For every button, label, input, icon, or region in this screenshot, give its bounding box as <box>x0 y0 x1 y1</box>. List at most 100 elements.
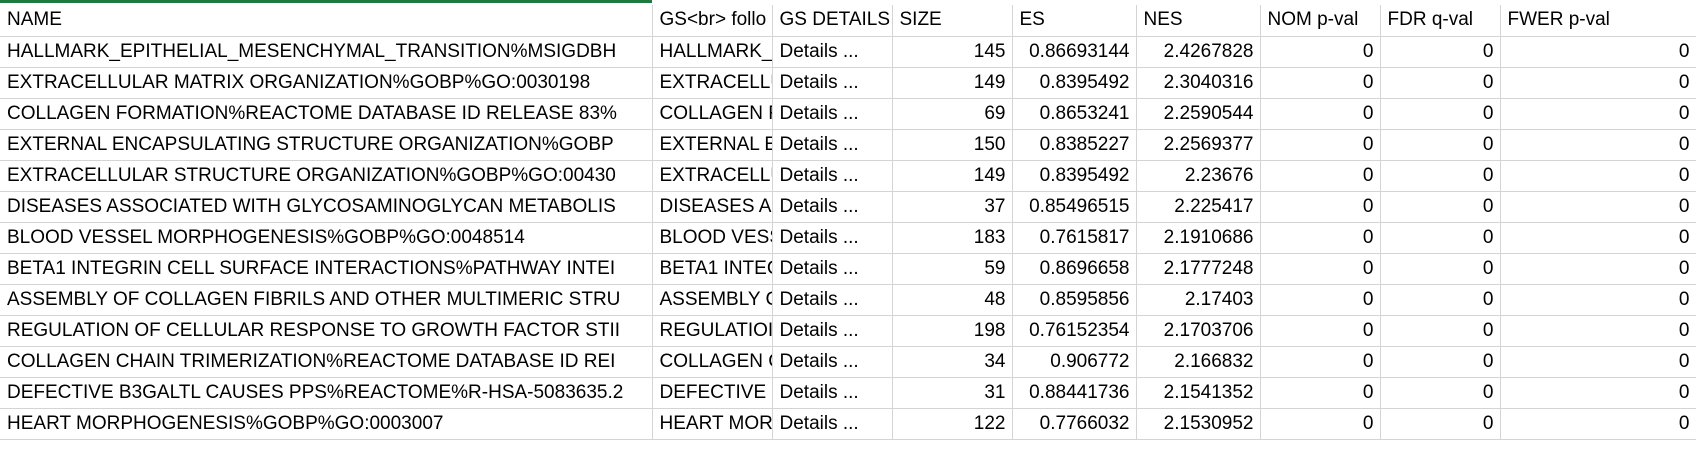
cell-gs-details[interactable]: Details ... <box>772 67 893 99</box>
cell-gs-follow[interactable]: EXTRACELLU <box>652 67 773 99</box>
cell-size[interactable]: 69 <box>892 98 1013 130</box>
cell-size[interactable]: 183 <box>892 222 1013 254</box>
cell-fdr-qval[interactable]: 0 <box>1380 129 1501 161</box>
cell-name[interactable]: ASSEMBLY OF COLLAGEN FIBRILS AND OTHER M… <box>0 284 653 316</box>
cell-nes[interactable]: 2.225417 <box>1136 191 1261 223</box>
cell-fwer-pval[interactable]: 0 <box>1500 98 1696 130</box>
cell-fwer-pval[interactable]: 0 <box>1500 129 1696 161</box>
cell-es[interactable]: 0.906772 <box>1012 346 1137 378</box>
cell-nom-pval[interactable]: 0 <box>1260 98 1381 130</box>
cell-size[interactable]: 198 <box>892 315 1013 347</box>
header-fwer-pval[interactable]: FWER p-val <box>1500 5 1696 37</box>
cell-name[interactable]: DEFECTIVE B3GALTL CAUSES PPS%REACTOME%R-… <box>0 377 653 409</box>
cell-gs-follow[interactable]: EXTRACELLU <box>652 160 773 192</box>
cell-nes[interactable]: 2.1703706 <box>1136 315 1261 347</box>
cell-name[interactable]: COLLAGEN FORMATION%REACTOME DATABASE ID … <box>0 98 653 130</box>
cell-nes[interactable]: 2.3040316 <box>1136 67 1261 99</box>
cell-gs-details[interactable]: Details ... <box>772 222 893 254</box>
cell-fwer-pval[interactable]: 0 <box>1500 377 1696 409</box>
cell-nes[interactable]: 2.23676 <box>1136 160 1261 192</box>
cell-fdr-qval[interactable]: 0 <box>1380 191 1501 223</box>
cell-gs-details[interactable]: Details ... <box>772 129 893 161</box>
cell-fdr-qval[interactable]: 0 <box>1380 315 1501 347</box>
cell-gs-details[interactable]: Details ... <box>772 284 893 316</box>
cell-gs-details[interactable]: Details ... <box>772 160 893 192</box>
header-fdr-qval[interactable]: FDR q-val <box>1380 5 1501 37</box>
cell-nes[interactable]: 2.166832 <box>1136 346 1261 378</box>
cell-name[interactable]: EXTERNAL ENCAPSULATING STRUCTURE ORGANIZ… <box>0 129 653 161</box>
cell-nom-pval[interactable]: 0 <box>1260 377 1381 409</box>
header-nes[interactable]: NES <box>1136 5 1261 37</box>
cell-fdr-qval[interactable]: 0 <box>1380 346 1501 378</box>
cell-name[interactable]: EXTRACELLULAR STRUCTURE ORGANIZATION%GOB… <box>0 160 653 192</box>
cell-gs-follow[interactable]: HALLMARK_I <box>652 36 773 68</box>
header-name[interactable]: NAME <box>0 5 653 37</box>
cell-gs-details[interactable]: Details ... <box>772 253 893 285</box>
cell-es[interactable]: 0.86693144 <box>1012 36 1137 68</box>
cell-name[interactable]: DISEASES ASSOCIATED WITH GLYCOSAMINOGLYC… <box>0 191 653 223</box>
cell-gs-details[interactable]: Details ... <box>772 346 893 378</box>
cell-name[interactable]: HEART MORPHOGENESIS%GOBP%GO:0003007 <box>0 408 653 440</box>
cell-gs-follow[interactable]: DISEASES AS <box>652 191 773 223</box>
header-gs-follow[interactable]: GS<br> follo <box>652 5 773 37</box>
cell-nes[interactable]: 2.1910686 <box>1136 222 1261 254</box>
cell-es[interactable]: 0.8595856 <box>1012 284 1137 316</box>
cell-es[interactable]: 0.8653241 <box>1012 98 1137 130</box>
header-size[interactable]: SIZE <box>892 5 1013 37</box>
cell-name[interactable]: COLLAGEN CHAIN TRIMERIZATION%REACTOME DA… <box>0 346 653 378</box>
cell-gs-details[interactable]: Details ... <box>772 98 893 130</box>
cell-nes[interactable]: 2.2590544 <box>1136 98 1261 130</box>
cell-nom-pval[interactable]: 0 <box>1260 67 1381 99</box>
cell-gs-follow[interactable]: COLLAGEN F <box>652 98 773 130</box>
cell-fdr-qval[interactable]: 0 <box>1380 160 1501 192</box>
cell-gs-details[interactable]: Details ... <box>772 408 893 440</box>
cell-nes[interactable]: 2.17403 <box>1136 284 1261 316</box>
cell-fdr-qval[interactable]: 0 <box>1380 253 1501 285</box>
cell-nom-pval[interactable]: 0 <box>1260 129 1381 161</box>
cell-nes[interactable]: 2.2569377 <box>1136 129 1261 161</box>
cell-es[interactable]: 0.8395492 <box>1012 67 1137 99</box>
cell-fdr-qval[interactable]: 0 <box>1380 377 1501 409</box>
cell-nom-pval[interactable]: 0 <box>1260 408 1381 440</box>
cell-fwer-pval[interactable]: 0 <box>1500 315 1696 347</box>
cell-name[interactable]: BLOOD VESSEL MORPHOGENESIS%GOBP%GO:00485… <box>0 222 653 254</box>
cell-nes[interactable]: 2.4267828 <box>1136 36 1261 68</box>
cell-nom-pval[interactable]: 0 <box>1260 346 1381 378</box>
cell-fdr-qval[interactable]: 0 <box>1380 284 1501 316</box>
cell-fdr-qval[interactable]: 0 <box>1380 408 1501 440</box>
cell-size[interactable]: 34 <box>892 346 1013 378</box>
cell-size[interactable]: 31 <box>892 377 1013 409</box>
cell-nom-pval[interactable]: 0 <box>1260 160 1381 192</box>
cell-gs-follow[interactable]: REGULATIOI <box>652 315 773 347</box>
cell-size[interactable]: 149 <box>892 67 1013 99</box>
cell-fwer-pval[interactable]: 0 <box>1500 253 1696 285</box>
cell-fdr-qval[interactable]: 0 <box>1380 222 1501 254</box>
cell-es[interactable]: 0.8395492 <box>1012 160 1137 192</box>
cell-size[interactable]: 145 <box>892 36 1013 68</box>
cell-gs-follow[interactable]: DEFECTIVE B <box>652 377 773 409</box>
cell-es[interactable]: 0.88441736 <box>1012 377 1137 409</box>
cell-fdr-qval[interactable]: 0 <box>1380 67 1501 99</box>
cell-fwer-pval[interactable]: 0 <box>1500 222 1696 254</box>
cell-size[interactable]: 149 <box>892 160 1013 192</box>
cell-es[interactable]: 0.85496515 <box>1012 191 1137 223</box>
cell-nom-pval[interactable]: 0 <box>1260 315 1381 347</box>
cell-size[interactable]: 59 <box>892 253 1013 285</box>
cell-gs-follow[interactable]: EXTERNAL EI <box>652 129 773 161</box>
cell-name[interactable]: HALLMARK_EPITHELIAL_MESENCHYMAL_TRANSITI… <box>0 36 653 68</box>
cell-size[interactable]: 122 <box>892 408 1013 440</box>
cell-nes[interactable]: 2.1541352 <box>1136 377 1261 409</box>
cell-size[interactable]: 150 <box>892 129 1013 161</box>
cell-size[interactable]: 37 <box>892 191 1013 223</box>
cell-gs-details[interactable]: Details ... <box>772 191 893 223</box>
cell-nes[interactable]: 2.1777248 <box>1136 253 1261 285</box>
cell-gs-details[interactable]: Details ... <box>772 377 893 409</box>
cell-size[interactable]: 48 <box>892 284 1013 316</box>
cell-nom-pval[interactable]: 0 <box>1260 36 1381 68</box>
cell-name[interactable]: BETA1 INTEGRIN CELL SURFACE INTERACTIONS… <box>0 253 653 285</box>
cell-fwer-pval[interactable]: 0 <box>1500 160 1696 192</box>
header-gs-details[interactable]: GS DETAILS <box>772 5 893 37</box>
header-es[interactable]: ES <box>1012 5 1137 37</box>
cell-gs-follow[interactable]: ASSEMBLY C <box>652 284 773 316</box>
cell-fwer-pval[interactable]: 0 <box>1500 36 1696 68</box>
